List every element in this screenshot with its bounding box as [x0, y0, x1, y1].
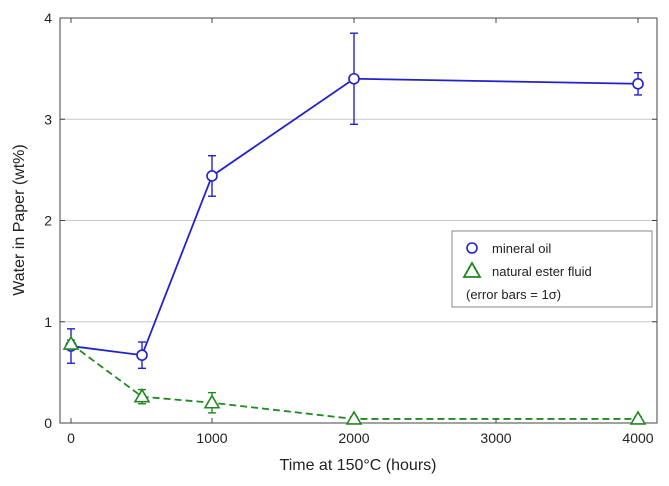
data-point-triangle	[133, 388, 151, 403]
legend-label-mineral-oil: mineral oil	[492, 241, 551, 256]
y-tick-label: 2	[44, 213, 52, 229]
legend-note: (error bars = 1σ)	[466, 287, 561, 302]
data-point-triangle	[345, 410, 363, 425]
series-layer	[62, 32, 647, 425]
grid-lines	[60, 118, 657, 323]
x-tick-label: 4000	[622, 430, 653, 446]
y-tick-label: 1	[44, 314, 52, 330]
x-tick-label: 2000	[338, 430, 369, 446]
y-axis-title: Water in Paper (wt%)	[11, 144, 28, 295]
data-point-circle	[206, 170, 218, 182]
data-point-triangle	[203, 394, 221, 409]
x-axis-ticks: 0 1000 2000 3000 4000	[67, 18, 654, 446]
y-tick-label: 3	[44, 111, 52, 127]
y-tick-label: 4	[44, 10, 52, 26]
legend-label-natural-ester: natural ester fluid	[492, 264, 592, 279]
data-point-triangle	[629, 410, 647, 425]
legend-marker-natural-ester	[462, 261, 482, 278]
data-point-circle	[632, 78, 644, 90]
y-tick-label: 0	[44, 415, 52, 431]
data-point-circle	[136, 349, 148, 361]
x-tick-label: 0	[67, 430, 75, 446]
x-tick-label: 1000	[196, 430, 227, 446]
y-axis-ticks: 0 1 2 3 4	[44, 10, 657, 431]
series-natural-ester-fluid	[62, 335, 647, 425]
legend-marker-mineral-oil	[466, 242, 478, 254]
legend-box	[451, 230, 653, 308]
x-axis-title: Time at 150°C (hours)	[280, 457, 437, 474]
data-point-circle	[348, 72, 360, 85]
x-tick-label: 3000	[480, 430, 511, 446]
data-point-triangle	[62, 335, 80, 350]
legend: mineral oil natural ester fluid (error b…	[451, 230, 653, 308]
